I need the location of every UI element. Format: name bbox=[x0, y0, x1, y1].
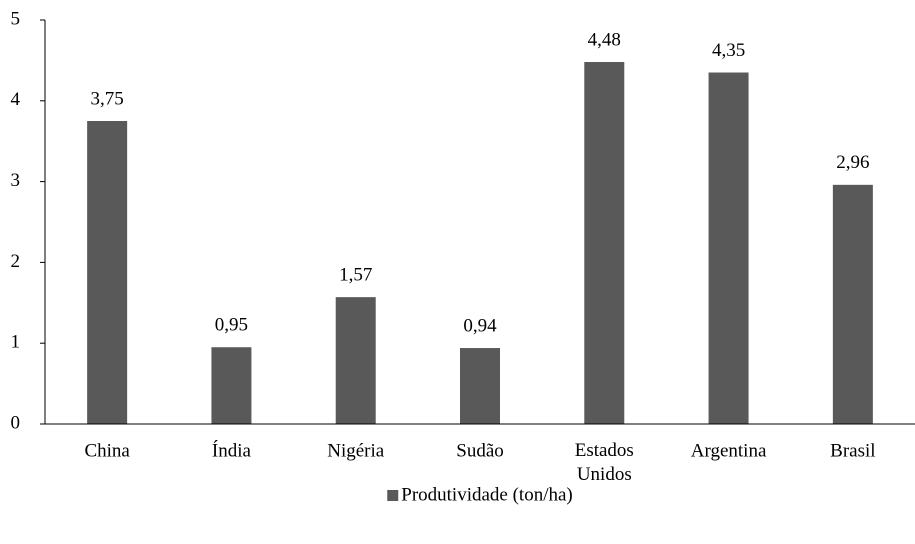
x-tick-label: Estados Unidos bbox=[575, 440, 634, 485]
bar bbox=[584, 62, 625, 425]
x-tick-label: Brasil bbox=[830, 440, 875, 461]
value-label: 1,57 bbox=[339, 265, 372, 286]
y-tick-label: 5 bbox=[11, 8, 21, 29]
bar bbox=[460, 348, 500, 424]
y-tick-label: 4 bbox=[11, 89, 21, 110]
value-label: 4,48 bbox=[588, 29, 621, 50]
legend-swatch bbox=[387, 490, 399, 501]
x-tick-label: Argentina bbox=[691, 440, 767, 461]
bar bbox=[335, 297, 376, 424]
value-label: 0,94 bbox=[463, 315, 497, 336]
x-tick-label: Sudão bbox=[456, 440, 504, 461]
y-tick-label: 3 bbox=[11, 170, 21, 191]
x-tick-label: China bbox=[84, 440, 130, 461]
value-label: 3,75 bbox=[91, 88, 124, 109]
x-tick-label: Índia bbox=[212, 439, 252, 461]
bar bbox=[87, 121, 128, 424]
y-tick-label: 0 bbox=[11, 412, 21, 433]
bar bbox=[832, 184, 873, 424]
value-label: 4,35 bbox=[712, 40, 745, 61]
bar bbox=[708, 72, 749, 425]
value-label: 2,96 bbox=[836, 152, 869, 173]
y-tick-label: 1 bbox=[11, 332, 21, 353]
legend-label: Produtividade (ton/ha) bbox=[401, 484, 573, 505]
x-tick-label: Nigéria bbox=[327, 440, 385, 461]
y-tick-label: 2 bbox=[11, 251, 21, 272]
value-label: 0,95 bbox=[215, 315, 248, 336]
bar bbox=[211, 347, 252, 424]
